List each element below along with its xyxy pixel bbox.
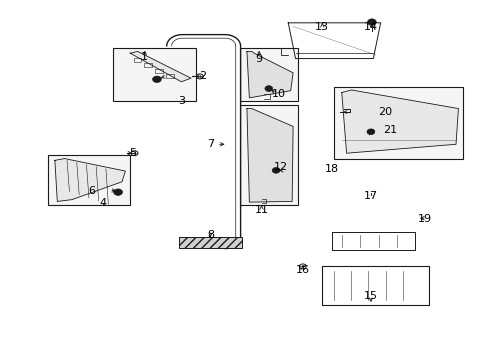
Bar [133, 58, 141, 62]
Polygon shape [246, 51, 292, 98]
Text: 13: 13 [315, 22, 328, 32]
Polygon shape [246, 109, 292, 202]
Bar [179, 237, 242, 248]
Text: 6: 6 [88, 186, 95, 196]
Text: 14: 14 [363, 22, 377, 32]
Text: 18: 18 [325, 164, 338, 174]
Circle shape [152, 76, 161, 82]
Bar [334, 87, 462, 158]
Text: 5: 5 [129, 148, 136, 158]
Circle shape [264, 86, 272, 91]
Text: 2: 2 [199, 71, 206, 81]
Text: 11: 11 [254, 205, 268, 215]
Text: 20: 20 [378, 107, 392, 117]
Text: 16: 16 [295, 265, 309, 275]
Text: 12: 12 [273, 162, 287, 172]
Circle shape [366, 129, 374, 135]
Polygon shape [55, 158, 125, 202]
Bar [155, 68, 163, 73]
Circle shape [367, 19, 375, 25]
Bar [113, 48, 196, 102]
Polygon shape [130, 51, 191, 82]
Text: 8: 8 [206, 230, 214, 240]
Text: 17: 17 [363, 191, 377, 201]
Text: 3: 3 [178, 96, 184, 107]
Text: 4: 4 [100, 198, 107, 208]
Text: 1: 1 [141, 52, 148, 62]
Text: 7: 7 [206, 139, 214, 149]
Bar [322, 266, 428, 305]
Text: 9: 9 [255, 54, 262, 64]
Text: 10: 10 [271, 89, 285, 99]
Bar [144, 63, 152, 67]
Text: 15: 15 [363, 291, 377, 301]
Circle shape [114, 189, 122, 195]
Text: 21: 21 [383, 125, 397, 135]
Polygon shape [341, 90, 458, 153]
Bar [47, 155, 130, 205]
Bar [165, 74, 173, 78]
Circle shape [272, 167, 280, 173]
Text: 19: 19 [416, 214, 430, 224]
Bar [239, 105, 297, 205]
Bar [239, 48, 297, 102]
